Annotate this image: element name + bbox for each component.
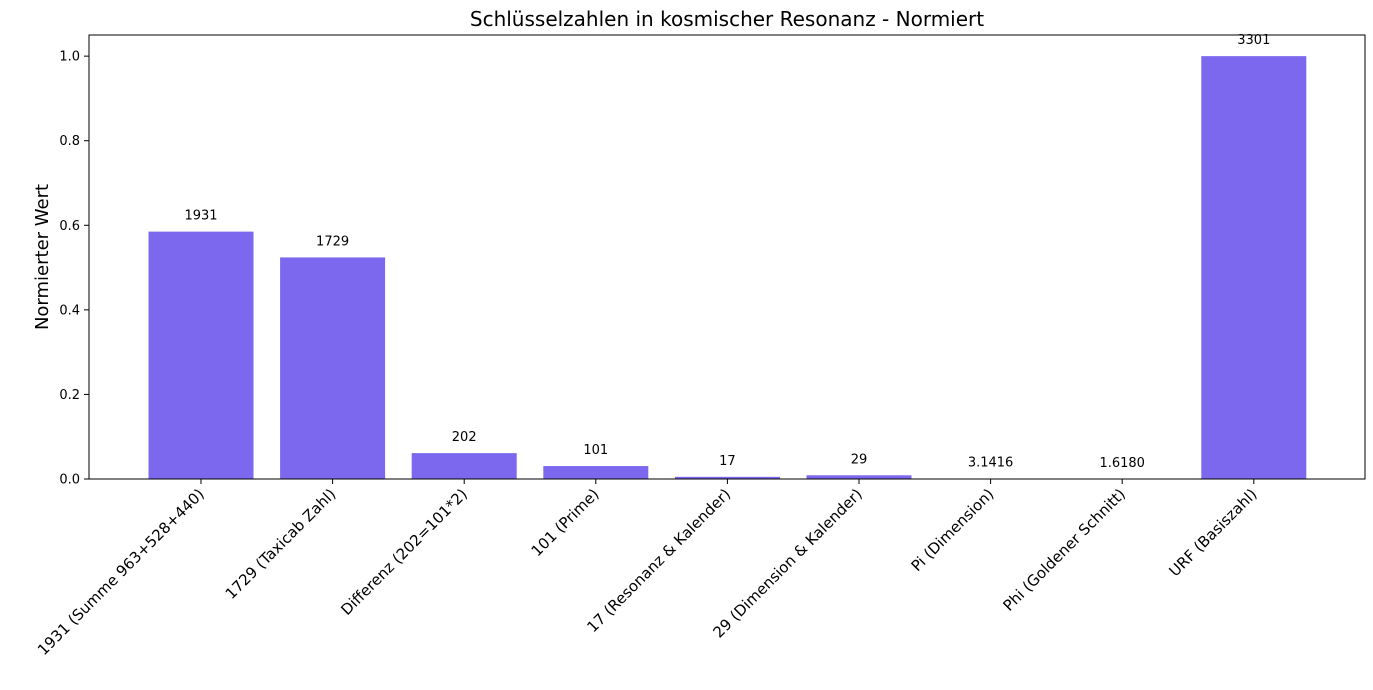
- bar-data-label: 3301: [1237, 33, 1270, 48]
- x-tick-label: Differenz (202=101*2): [337, 485, 471, 619]
- x-axis-ticks: 1931 (Summe 963+528+440) 1729 (Taxicab Za…: [34, 479, 1261, 659]
- chart-title: Schlüsselzahlen in kosmischer Resonanz -…: [470, 7, 984, 31]
- y-axis-label: Normierter Wert: [32, 184, 53, 330]
- bar-data-label: 1729: [316, 234, 349, 249]
- bar: [1201, 56, 1307, 480]
- bar: [280, 257, 386, 479]
- bar: [148, 231, 254, 479]
- y-tick-label: 1.0: [59, 50, 80, 65]
- bar-data-label: 17: [719, 454, 736, 469]
- y-tick-label: 0.0: [59, 473, 80, 488]
- y-axis-ticks: 0.0 0.2 0.4 0.6 0.8 1.0: [59, 50, 89, 488]
- plot-frame: [88, 34, 1366, 480]
- bar-data-label: 1.6180: [1099, 456, 1145, 471]
- bar-data-label: 202: [452, 430, 477, 445]
- bar-data-label: 29: [851, 452, 868, 467]
- bar: [411, 453, 517, 479]
- y-tick-label: 0.8: [59, 134, 80, 149]
- bar-data-label: 1931: [184, 209, 217, 224]
- x-tick-label: 29 (Dimension & Kalender): [709, 485, 865, 641]
- x-tick-label: Pi (Dimension): [908, 485, 998, 575]
- y-tick-label: 0.4: [59, 303, 80, 318]
- bar: [543, 466, 649, 479]
- x-tick-label: Phi (Goldener Schnitt): [999, 485, 1129, 615]
- bar: [806, 475, 912, 479]
- y-tick-label: 0.2: [59, 388, 80, 403]
- x-tick-label: URF (Basiszahl): [1166, 485, 1261, 580]
- bar-data-label: 3.1416: [968, 456, 1014, 471]
- bar-data-label: 101: [583, 443, 608, 458]
- x-tick-label: 1729 (Taxicab Zahl): [222, 485, 340, 603]
- x-tick-label: 101 (Prime): [528, 485, 603, 560]
- bar: [674, 476, 780, 479]
- x-tick-label: 17 (Resonanz & Kalender): [583, 485, 734, 636]
- bars: [148, 56, 1307, 480]
- x-tick-label: 1931 (Summe 963+528+440): [34, 485, 208, 659]
- y-tick-label: 0.6: [59, 219, 80, 234]
